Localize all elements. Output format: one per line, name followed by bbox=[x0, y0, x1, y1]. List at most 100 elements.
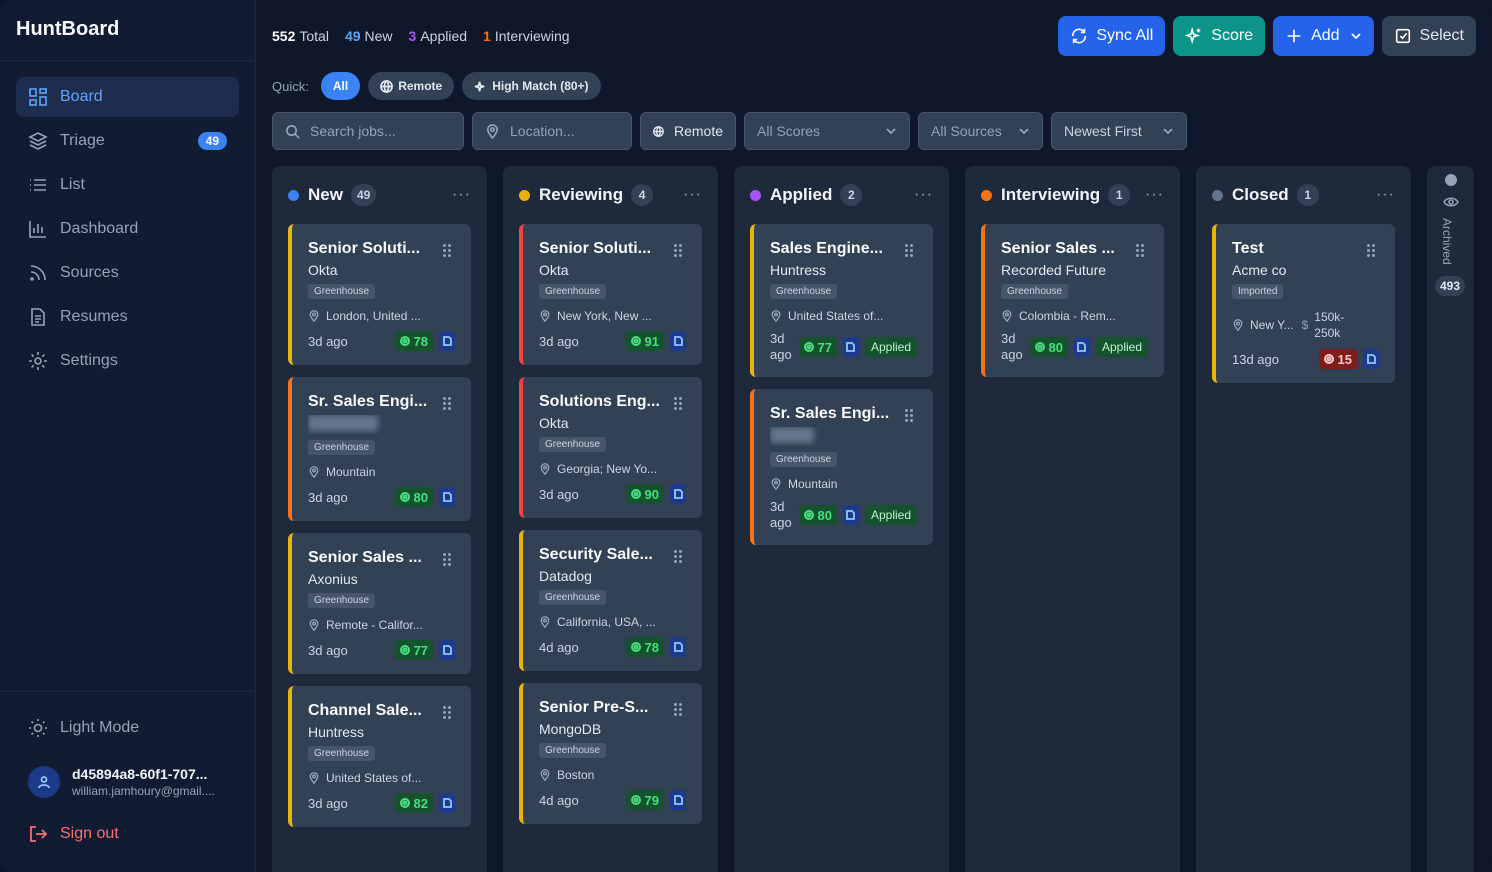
light-mode-toggle[interactable]: Light Mode bbox=[16, 708, 240, 748]
posted-age: 4d ago bbox=[539, 792, 579, 808]
job-card[interactable]: Senior Pre-S... MongoDB Greenhouse Bosto… bbox=[519, 683, 702, 824]
match-score: 78 bbox=[413, 333, 428, 349]
sidebar-footer: Light Mode d45894a8-60f1-707... william.… bbox=[0, 691, 256, 872]
sidebar-item-list[interactable]: List bbox=[16, 165, 239, 205]
posted-age: 13d ago bbox=[1232, 351, 1279, 367]
quick-remote-chip[interactable]: Remote bbox=[368, 72, 455, 100]
column-closed: Closed 1 ··· Test Acme co Imported New Y… bbox=[1196, 166, 1411, 872]
more-icon[interactable]: ··· bbox=[452, 186, 471, 203]
job-location: Mountain bbox=[770, 477, 917, 491]
resume-doc-icon[interactable] bbox=[842, 337, 859, 357]
source-badge: Greenhouse bbox=[539, 284, 607, 299]
sidebar-item-triage[interactable]: Triage 49 bbox=[16, 121, 239, 161]
chevron-down-icon bbox=[1350, 33, 1361, 40]
sync-all-button[interactable]: Sync All bbox=[1058, 16, 1166, 56]
sources-select[interactable]: All Sources bbox=[918, 112, 1043, 150]
sidebar-item-settings[interactable]: Settings bbox=[16, 341, 239, 381]
quick-label: Quick: bbox=[272, 78, 309, 94]
resume-doc-icon[interactable] bbox=[439, 793, 455, 813]
rss-icon bbox=[30, 265, 46, 281]
sidebar-item-label: Sources bbox=[60, 264, 119, 281]
scores-select[interactable]: All Scores bbox=[744, 112, 910, 150]
job-card[interactable]: Sr. Sales Engi... Greenhouse Mountain 3d… bbox=[750, 389, 933, 545]
resume-doc-icon[interactable] bbox=[439, 487, 455, 507]
drag-handle-icon[interactable] bbox=[443, 244, 451, 258]
more-icon[interactable]: ··· bbox=[914, 186, 933, 203]
resume-doc-icon[interactable] bbox=[670, 637, 686, 657]
drag-handle-icon[interactable] bbox=[1136, 244, 1144, 258]
job-card[interactable]: Senior Sales ... Recorded Future Greenho… bbox=[981, 224, 1164, 377]
location-input[interactable]: Location... bbox=[472, 112, 632, 150]
more-icon[interactable]: ··· bbox=[1376, 186, 1395, 203]
dollar-icon: $ bbox=[1301, 318, 1309, 332]
source-badge: Imported bbox=[1232, 284, 1284, 299]
select-button[interactable]: Select bbox=[1381, 16, 1476, 56]
source-badge: Greenhouse bbox=[308, 746, 376, 761]
posted-age-value: 3d bbox=[770, 331, 785, 346]
sidebar-item-resumes[interactable]: Resumes bbox=[16, 297, 239, 337]
doc-glyph bbox=[846, 342, 856, 352]
remote-toggle[interactable]: Remote bbox=[640, 112, 736, 150]
sign-out-button[interactable]: Sign out bbox=[16, 814, 240, 854]
logout-icon bbox=[30, 826, 48, 842]
stat-total-label: Total bbox=[299, 28, 329, 44]
quick-high-match-chip[interactable]: High Match (80+) bbox=[462, 72, 601, 100]
job-card[interactable]: Channel Sale... Huntress Greenhouse Unit… bbox=[288, 686, 471, 827]
sidebar-item-sources[interactable]: Sources bbox=[16, 253, 239, 293]
drag-handle-icon[interactable] bbox=[905, 409, 913, 423]
job-location: Mountain bbox=[308, 465, 455, 479]
match-score: 90 bbox=[644, 486, 659, 502]
sidebar-item-dashboard[interactable]: Dashboard bbox=[16, 209, 239, 249]
resume-doc-icon[interactable] bbox=[439, 640, 455, 660]
source-badge: Greenhouse bbox=[539, 590, 607, 605]
resume-doc-icon[interactable] bbox=[1073, 337, 1090, 357]
quick-all-chip[interactable]: All bbox=[320, 72, 361, 100]
drag-handle-icon[interactable] bbox=[443, 553, 451, 567]
drag-handle-icon[interactable] bbox=[674, 703, 682, 717]
job-card[interactable]: Security Sale... Datadog Greenhouse Cali… bbox=[519, 530, 702, 671]
search-input[interactable]: Search jobs... bbox=[272, 112, 464, 150]
column-applied: Applied 2 ··· Sales Engine... Huntress G… bbox=[734, 166, 949, 872]
more-icon[interactable]: ··· bbox=[683, 186, 702, 203]
posted-age: 3d ago bbox=[308, 795, 348, 811]
drag-handle-icon[interactable] bbox=[674, 550, 682, 564]
match-score: 80 bbox=[1048, 339, 1063, 355]
resume-doc-icon[interactable] bbox=[439, 331, 455, 351]
drag-handle-icon[interactable] bbox=[674, 397, 682, 411]
user-profile[interactable]: d45894a8-60f1-707... william.jamhoury@gm… bbox=[16, 754, 240, 810]
main-area: 552 Total 49 New 3 Applied 1 Interviewing Sy… bbox=[256, 0, 1492, 872]
drag-handle-icon[interactable] bbox=[1367, 244, 1375, 258]
resume-doc-icon[interactable] bbox=[670, 331, 686, 351]
archived-column-collapsed[interactable]: Archived 493 bbox=[1427, 166, 1474, 872]
job-card[interactable]: Senior Soluti... Okta Greenhouse New Yor… bbox=[519, 224, 702, 365]
job-card[interactable]: Solutions Eng... Okta Greenhouse Georgia… bbox=[519, 377, 702, 518]
drag-handle-icon[interactable] bbox=[443, 706, 451, 720]
job-card[interactable]: Test Acme co Imported New Y... $150k- 250… bbox=[1212, 224, 1395, 383]
select-label: Select bbox=[1419, 27, 1464, 44]
drag-handle-icon[interactable] bbox=[905, 244, 913, 258]
match-score-badge: 91 bbox=[625, 331, 664, 351]
resume-doc-icon[interactable] bbox=[670, 790, 686, 810]
score-button[interactable]: Score bbox=[1173, 16, 1266, 56]
job-card[interactable]: Senior Soluti... Okta Greenhouse London,… bbox=[288, 224, 471, 365]
drag-handle-icon[interactable] bbox=[443, 397, 451, 411]
match-score-badge: 80 bbox=[798, 505, 837, 525]
job-card[interactable]: Senior Sales ... Axonius Greenhouse Remo… bbox=[288, 533, 471, 674]
company-name: MongoDB bbox=[539, 721, 602, 737]
column-title: Closed bbox=[1232, 185, 1289, 204]
resume-doc-icon[interactable] bbox=[842, 505, 859, 525]
posted-age: 3d ago bbox=[308, 489, 348, 505]
job-card[interactable]: Sales Engine... Huntress Greenhouse Unit… bbox=[750, 224, 933, 377]
job-title: Channel Sale... bbox=[308, 702, 422, 719]
sort-select[interactable]: Newest First bbox=[1051, 112, 1187, 150]
sidebar-item-board[interactable]: Board bbox=[16, 77, 239, 117]
resume-doc-icon[interactable] bbox=[1363, 349, 1379, 369]
quick-filters: Quick: All Remote High Match (80+) bbox=[272, 72, 601, 100]
job-card[interactable]: Sr. Sales Engi... Greenhouse Mountain 3d… bbox=[288, 377, 471, 521]
eye-icon[interactable] bbox=[1443, 194, 1459, 210]
resume-doc-icon[interactable] bbox=[670, 484, 686, 504]
more-icon[interactable]: ··· bbox=[1145, 186, 1164, 203]
add-button[interactable]: Add bbox=[1273, 16, 1374, 56]
target-icon bbox=[630, 336, 641, 346]
drag-handle-icon[interactable] bbox=[674, 244, 682, 258]
